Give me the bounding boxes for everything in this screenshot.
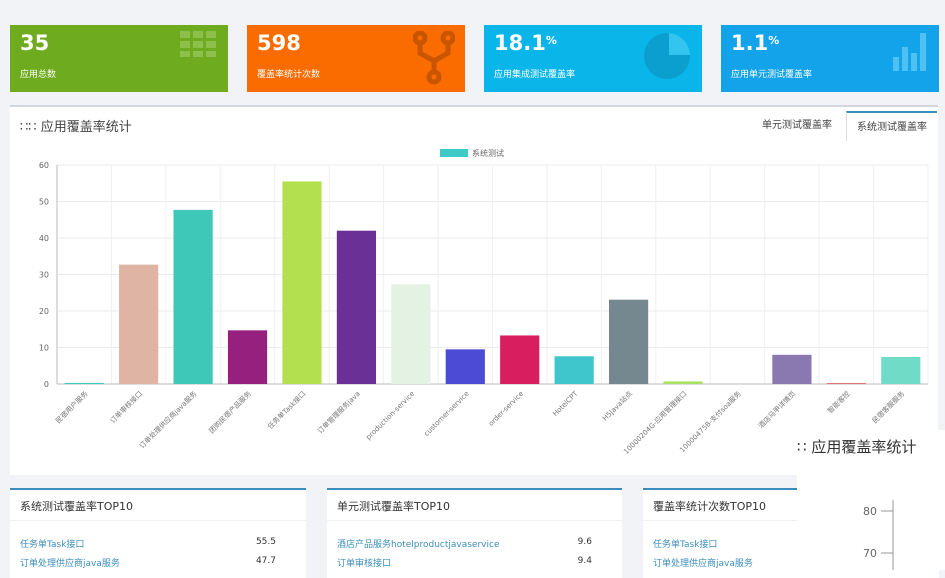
stat-card[interactable]: 35 应用总数 (10, 25, 228, 92)
x-tick-label: 订单审核接口 (108, 389, 144, 425)
y-tick-label: 0 (44, 380, 49, 389)
card-icon (644, 33, 690, 79)
y-tick-label: 50 (39, 198, 49, 207)
row-value: 47.7 (255, 556, 276, 566)
row-value: 55.5 (255, 537, 276, 547)
bar (119, 264, 159, 384)
x-tick-label: 团购民宿产品服务 (207, 389, 253, 435)
page: 35 应用总数 598 覆盖率统计次数 18.1% 应用集成测试覆盖率 1.1%… (10, 25, 945, 578)
x-tick-label: 民宿用户服务 (54, 389, 90, 425)
y-tick-label: 80 (863, 505, 877, 518)
panel-title: ∷∷ 应用覆盖率统计 (20, 120, 132, 135)
separator (10, 520, 306, 521)
list-row: 酒店产品服务hotelproductjavaservice 9.6 (337, 537, 592, 550)
x-tick-label: 10000475B-支付soa服务 (678, 389, 743, 454)
card-icon (180, 31, 216, 57)
y-tick-label: 70 (863, 547, 877, 560)
overlay-title-text: 应用覆盖率统计 (811, 438, 917, 456)
list-title: 单元测试覆盖率TOP10 (337, 500, 451, 513)
overlay-title: ∷ 应用覆盖率统计 (797, 438, 917, 456)
stat-card[interactable]: 1.1% 应用单元测试覆盖率 (721, 25, 939, 92)
list-row: 任务单Task接口 55.5 (20, 537, 276, 550)
y-tick-label: 40 (39, 234, 49, 243)
card-value: 598 (257, 31, 301, 55)
top-list: 系统测试覆盖率TOP10 任务单Task接口 55.5 订单处理供应商java服务 47… (10, 488, 306, 578)
legend-swatch (440, 149, 468, 157)
panel-title-text: 应用覆盖率统计 (40, 120, 132, 135)
bar (772, 354, 812, 384)
card-value: 18.1% (494, 31, 557, 55)
overlay-panel: ∷ 应用覆盖率统计 80 70 (797, 430, 945, 570)
x-tick-label: order-service (487, 390, 525, 428)
x-tick-label: 智能客控 (826, 389, 852, 415)
list-title: 覆盖率统计次数TOP10 (653, 500, 767, 513)
chart-panel: ∷∷ 应用覆盖率统计 单元测试覆盖率 系统测试覆盖率 0 10 20 30 40 50 60… (10, 105, 938, 475)
x-tick-label: 民宿客服服务 (870, 389, 906, 425)
value-unit: % (768, 34, 780, 47)
bar (663, 381, 703, 384)
tab-active[interactable]: 系统测试覆盖率 (846, 111, 937, 141)
bar (826, 383, 866, 384)
x-tick-label: production-service (365, 390, 417, 442)
x-tick-label: 订单管理服务java (315, 389, 361, 435)
row-name: 任务单Task接口 (653, 540, 718, 550)
row-name: 酒店产品服务hotelproductjavaservice (337, 540, 500, 550)
row-value: 9.4 (577, 556, 592, 566)
card-value: 35 (20, 31, 50, 55)
bar (881, 356, 921, 384)
y-tick-label: 20 (39, 307, 49, 316)
bar (64, 382, 104, 384)
bar (445, 349, 485, 384)
bar (227, 330, 268, 384)
legend-label: 系统测试 (472, 148, 504, 158)
card-label: 应用总数 (20, 70, 57, 80)
tab[interactable]: 单元测试覆盖率 (762, 120, 832, 131)
row-value: 9.6 (577, 537, 592, 547)
list-row: 订单审核接口 9.4 (337, 556, 592, 569)
bar (500, 335, 540, 384)
stat-card[interactable]: 598 覆盖率统计次数 (247, 25, 465, 92)
separator (327, 520, 622, 521)
bar (608, 299, 649, 384)
card-icon (413, 31, 455, 85)
x-tick-label: 任务单Task接口 (266, 389, 308, 431)
card-label: 应用集成测试覆盖率 (494, 70, 576, 80)
x-tick-label: customer-service (423, 390, 471, 438)
separator (643, 520, 939, 521)
list-row: 订单处理供应商java服务 47.7 (20, 556, 276, 569)
list-row: 任务单Task接口 (653, 537, 909, 550)
card-icon (893, 33, 926, 71)
row-name: 任务单Task接口 (20, 540, 85, 550)
overlay-chart: 80 70 (863, 500, 894, 570)
y-tick-label: 30 (39, 271, 49, 280)
bar (282, 181, 322, 384)
value-number: 1.1 (731, 31, 769, 55)
y-tick-label: 60 (39, 161, 49, 170)
value-number: 18.1 (494, 31, 546, 55)
bar (336, 230, 377, 384)
top-list: 单元测试覆盖率TOP10 酒店产品服务hotelproductjavaservic… (327, 488, 622, 578)
card-label: 覆盖率统计次数 (257, 70, 321, 80)
list-title: 系统测试覆盖率TOP10 (20, 500, 134, 513)
y-tick-label: 10 (39, 344, 49, 353)
x-tick-label: HotelCPT (551, 389, 580, 418)
card-label: 应用单元测试覆盖率 (731, 70, 813, 80)
bar (554, 356, 594, 384)
x-tick-label: 10000204G-应用管理接口 (622, 389, 689, 456)
stat-card[interactable]: 18.1% 应用集成测试覆盖率 (484, 25, 702, 92)
bar (173, 209, 213, 384)
x-tick-label: 订单处理供应商java服务 (137, 389, 198, 450)
bar (391, 284, 431, 384)
card-value: 1.1% (731, 31, 779, 55)
x-tick-label: H5Java站点 (600, 389, 634, 423)
value-unit: % (545, 34, 557, 47)
x-tick-label: 酒店马甲详情页 (756, 389, 797, 430)
